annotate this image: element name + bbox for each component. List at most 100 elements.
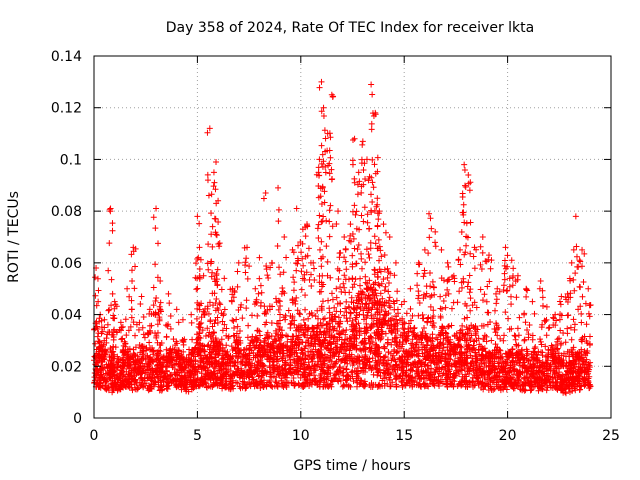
data-point xyxy=(539,294,546,301)
data-point xyxy=(326,233,333,240)
data-point xyxy=(351,135,358,142)
data-point xyxy=(341,284,348,291)
data-point xyxy=(272,378,279,385)
data-point xyxy=(562,390,569,397)
data-point xyxy=(359,301,366,308)
data-point xyxy=(156,387,163,394)
data-point xyxy=(514,325,521,332)
data-point xyxy=(438,305,445,312)
data-point xyxy=(347,309,354,316)
data-point xyxy=(537,336,544,343)
data-point xyxy=(361,330,368,337)
data-point xyxy=(385,280,392,287)
data-point xyxy=(368,126,375,133)
data-point xyxy=(400,325,407,332)
data-point xyxy=(360,218,367,225)
data-point xyxy=(382,283,389,290)
data-point xyxy=(543,332,550,339)
data-point xyxy=(493,296,500,303)
data-point xyxy=(287,361,294,368)
data-point xyxy=(471,349,478,356)
data-point xyxy=(297,355,304,362)
data-point xyxy=(123,351,130,358)
data-point xyxy=(523,293,530,300)
data-point xyxy=(340,327,347,334)
data-point xyxy=(497,335,504,342)
data-point xyxy=(309,312,316,319)
data-point xyxy=(254,312,261,319)
data-point xyxy=(393,342,400,349)
data-point xyxy=(516,314,523,321)
data-point xyxy=(244,334,251,341)
data-point xyxy=(439,372,446,379)
data-point xyxy=(458,367,465,374)
data-point xyxy=(387,362,394,369)
data-point xyxy=(427,215,434,222)
data-point xyxy=(257,332,264,339)
data-point xyxy=(315,221,322,228)
data-point xyxy=(132,332,139,339)
data-point xyxy=(316,84,323,91)
data-point xyxy=(384,265,391,272)
data-point xyxy=(432,243,439,250)
data-point xyxy=(403,310,410,317)
data-point xyxy=(381,252,388,259)
data-point xyxy=(386,234,393,240)
data-point xyxy=(166,300,173,307)
data-point xyxy=(361,353,368,360)
data-point xyxy=(194,368,201,375)
data-point xyxy=(398,343,405,350)
data-point xyxy=(512,336,519,343)
data-point xyxy=(305,359,312,366)
data-point xyxy=(442,304,449,311)
data-point xyxy=(461,315,468,322)
data-point xyxy=(415,312,422,319)
data-point xyxy=(352,334,359,341)
data-point xyxy=(299,349,306,356)
data-point xyxy=(315,234,322,241)
data-point xyxy=(318,238,325,245)
data-point xyxy=(310,325,317,332)
data-point xyxy=(366,225,373,232)
data-point xyxy=(425,250,432,257)
data-point xyxy=(242,384,249,391)
data-point xyxy=(362,279,369,286)
data-point xyxy=(234,380,241,387)
data-point xyxy=(381,287,388,294)
data-point xyxy=(167,372,174,379)
data-point xyxy=(458,284,465,291)
data-point xyxy=(435,353,442,360)
data-point xyxy=(432,228,439,235)
data-point xyxy=(163,346,170,353)
data-point xyxy=(129,277,136,284)
data-point xyxy=(257,282,264,289)
data-point xyxy=(111,365,118,372)
data-point xyxy=(371,233,378,240)
data-point xyxy=(138,293,145,300)
data-point xyxy=(496,354,503,361)
data-point xyxy=(318,288,325,295)
data-point xyxy=(479,234,486,240)
data-point xyxy=(104,321,111,328)
data-point xyxy=(290,287,297,294)
data-point xyxy=(262,190,269,197)
data-point xyxy=(501,276,508,283)
data-point xyxy=(543,303,550,310)
data-point xyxy=(400,319,407,326)
data-point xyxy=(243,305,250,312)
data-point xyxy=(445,323,452,330)
data-point xyxy=(131,285,138,292)
data-point xyxy=(296,334,303,341)
data-point xyxy=(122,316,129,323)
data-point xyxy=(188,311,195,318)
data-point xyxy=(466,289,473,296)
data-point xyxy=(357,275,364,282)
data-point xyxy=(157,299,164,306)
data-point xyxy=(539,302,546,309)
data-point xyxy=(394,288,401,295)
data-point xyxy=(214,266,221,273)
data-point xyxy=(196,220,203,227)
data-point xyxy=(173,358,180,365)
data-point xyxy=(349,317,356,324)
data-point xyxy=(502,309,509,316)
